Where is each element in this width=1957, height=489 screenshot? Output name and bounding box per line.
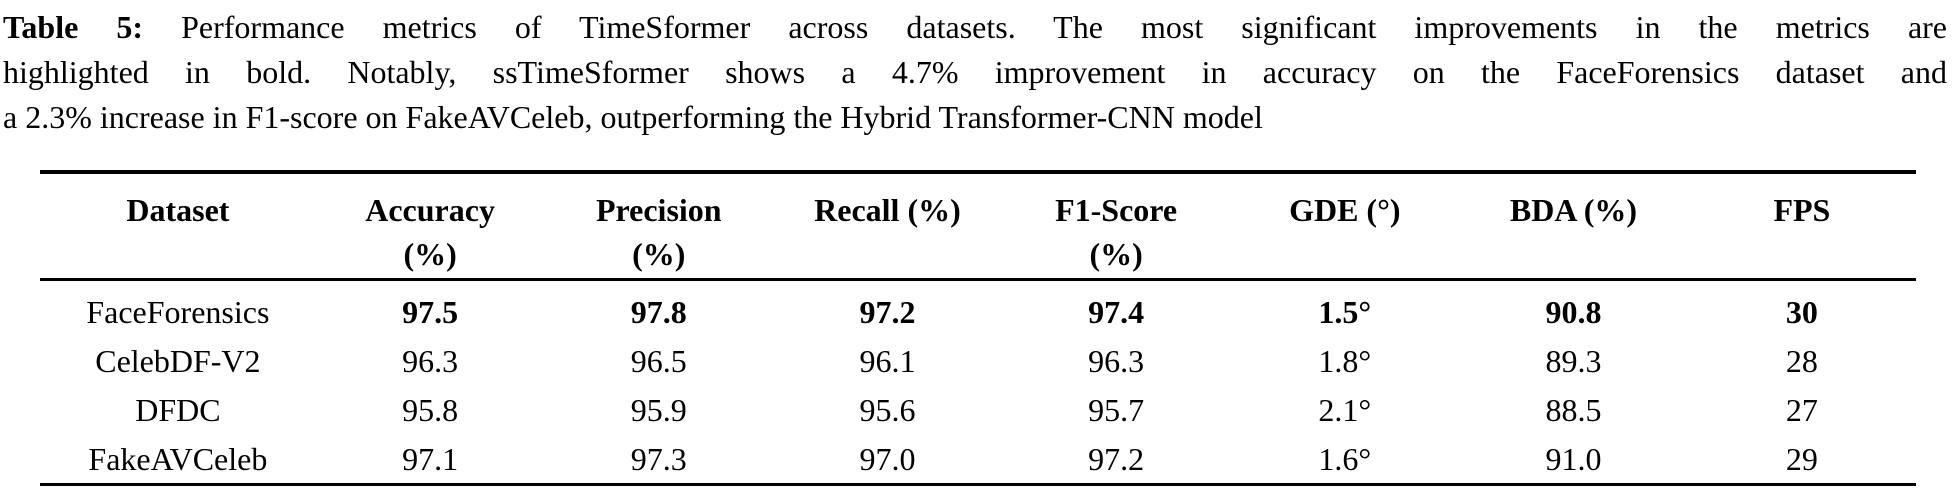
header-label: GDE (°) [1289,192,1401,228]
gde-value: 1.6° [1318,440,1372,477]
accuracy-value: 95.8 [402,391,459,428]
header-label: FPS [1773,192,1831,228]
fps-value: 29 [1785,440,1818,477]
bda-value: 88.5 [1545,391,1602,428]
precision-value: 97.3 [630,440,687,477]
dataset-name: DFDC [135,391,221,428]
col-header-recall: Recall (%) [773,172,1002,280]
gde-value: 2.1° [1318,391,1372,428]
dataset-name: CelebDF-V2 [95,342,261,379]
table-row-fakeavceleb: FakeAVCeleb 97.1 97.3 97.0 97.2 1.6° 91.… [40,434,1916,485]
caption-table-label: Table 5: [3,9,144,45]
header-row: Dataset Accuracy (%) Precision (%) Recal… [40,172,1916,280]
caption-line-1: Table 5: Performance metrics of TimeSfor… [3,5,1947,50]
table-row-celebdf-v2: CelebDF-V2 96.3 96.5 96.1 96.3 1.8° 89.3… [40,336,1916,385]
header-unit: (%) [1089,236,1143,272]
header-unit: (%) [632,236,686,272]
caption-line-3: a 2.3% increase in F1-score on FakeAVCel… [3,99,1263,135]
fps-value: 27 [1785,391,1818,428]
f1-score-value: 96.3 [1088,342,1145,379]
caption-line-1-text: Performance metrics of TimeSformer acros… [143,9,1948,45]
f1-score-value: 95.7 [1088,391,1145,428]
recall-value: 97.2 [859,293,916,330]
col-header-gde: GDE (°) [1230,172,1459,280]
col-header-fps: FPS [1688,172,1916,280]
table-row-dfdc: DFDC 95.8 95.9 95.6 95.7 2.1° 88.5 27 [40,385,1916,434]
bda-value: 91.0 [1545,440,1602,477]
col-header-f1-score: F1-Score (%) [1002,172,1231,280]
dataset-name: FakeAVCeleb [88,440,268,477]
header-label: BDA (%) [1509,192,1638,228]
bda-value: 90.8 [1545,293,1602,330]
col-header-dataset: Dataset [40,172,316,280]
table-row-faceforensics: FaceForensics 97.5 97.8 97.2 97.4 1.5° 9… [40,280,1916,337]
precision-value: 97.8 [630,293,687,330]
f1-score-value: 97.4 [1088,293,1145,330]
header-label: F1-Score [1055,192,1178,228]
header-unit: (%) [403,236,457,272]
gde-value: 1.8° [1318,342,1372,379]
header-label: Precision [595,192,722,228]
col-header-bda: BDA (%) [1459,172,1688,280]
col-header-precision: Precision (%) [544,172,773,280]
f1-score-value: 97.2 [1088,440,1145,477]
recall-value: 96.1 [859,342,916,379]
header-label: Accuracy [365,192,495,228]
header-label: Dataset [126,192,230,228]
bda-value: 89.3 [1545,342,1602,379]
accuracy-value: 96.3 [402,342,459,379]
header-label: Recall (%) [814,192,961,228]
dataset-name: FaceForensics [86,293,270,330]
metrics-table: Dataset Accuracy (%) Precision (%) Recal… [40,170,1916,486]
precision-value: 96.5 [630,342,687,379]
recall-value: 95.6 [859,391,916,428]
col-header-accuracy: Accuracy (%) [316,172,545,280]
precision-value: 95.9 [630,391,687,428]
accuracy-value: 97.1 [402,440,459,477]
recall-value: 97.0 [859,440,916,477]
caption-line-2: highlighted in bold. Notably, ssTimeSfor… [3,54,1947,90]
gde-value: 1.5° [1318,293,1372,330]
table-caption: Table 5: Performance metrics of TimeSfor… [3,5,1947,140]
fps-value: 28 [1785,342,1818,379]
accuracy-value: 97.5 [402,293,459,330]
fps-value: 30 [1785,293,1818,330]
